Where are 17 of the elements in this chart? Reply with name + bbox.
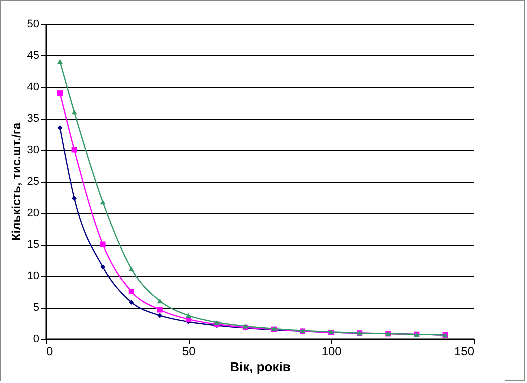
y-axis-title: Кількість, тис.шт./га <box>9 122 24 242</box>
x-axis-title: Вік, років <box>230 360 291 374</box>
y-tick-label: 10 <box>27 270 40 282</box>
x-tick-label: 150 <box>454 344 475 358</box>
x-tick-label: 0 <box>46 344 54 358</box>
y-tick-label: 50 <box>27 18 40 30</box>
y-tick-label: 35 <box>27 113 40 125</box>
y-tick-label: 40 <box>27 82 40 94</box>
y-tick-label: 45 <box>27 50 40 62</box>
y-tick-label: 25 <box>27 176 40 188</box>
y-tick-label: 30 <box>27 144 40 156</box>
y-tick-label: 20 <box>27 208 40 220</box>
y-tick-label: 5 <box>33 302 40 314</box>
x-tick-label: 50 <box>182 344 196 358</box>
x-tick-label: 100 <box>322 344 342 358</box>
y-tick-label: 15 <box>27 239 40 251</box>
y-tick-label: 0 <box>33 334 40 346</box>
